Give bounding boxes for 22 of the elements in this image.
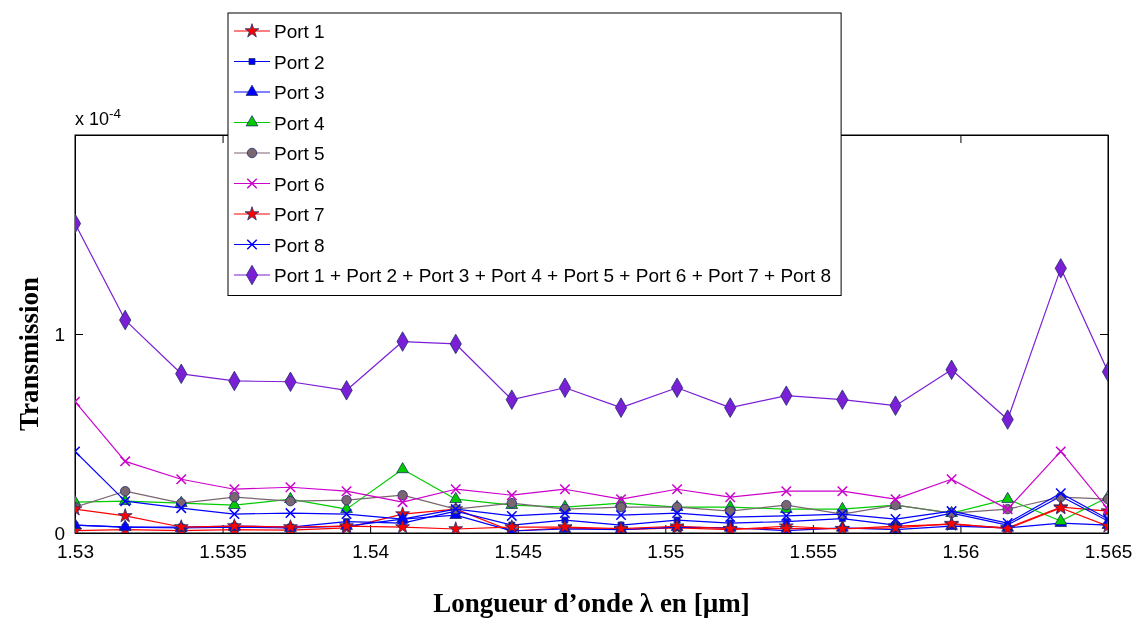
legend-label: Port 5 bbox=[274, 143, 325, 164]
x-tick-label: 1.565 bbox=[1084, 541, 1133, 563]
legend-label: Port 3 bbox=[274, 82, 325, 103]
legend-label: Port 2 bbox=[274, 51, 325, 73]
x-axis-title: Longueur d’onde λ en [µm] bbox=[433, 588, 750, 618]
legend-label: Port 6 bbox=[274, 173, 325, 195]
x-tick-label: 1.535 bbox=[199, 541, 247, 563]
x-tick-label: 1.53 bbox=[57, 541, 94, 563]
y-tick-label: 1 bbox=[54, 323, 65, 345]
text: x 10$^{-4}$ bbox=[75, 105, 122, 129]
x-tick-label: 1.55 bbox=[647, 541, 685, 563]
x-tick-label: 1.555 bbox=[789, 541, 838, 563]
y-axis-title: Transmission bbox=[14, 276, 44, 432]
y-tick-label: 0 bbox=[54, 522, 65, 544]
legend-label: Port 1 bbox=[274, 21, 325, 42]
legend-label: Port 7 bbox=[274, 204, 325, 225]
x-tick-label: 1.545 bbox=[494, 541, 542, 563]
x-tick-label: 1.56 bbox=[942, 541, 980, 563]
x-tick-label: 1.54 bbox=[352, 541, 390, 563]
legend-label: Port 1 + Port 2 + Port 3 + Port 4 + Port 5 + Port 6 + Port 7 + Port 8 bbox=[274, 265, 832, 286]
legend-label: Port 4 bbox=[274, 112, 326, 134]
legend-label: Port 8 bbox=[274, 234, 325, 256]
